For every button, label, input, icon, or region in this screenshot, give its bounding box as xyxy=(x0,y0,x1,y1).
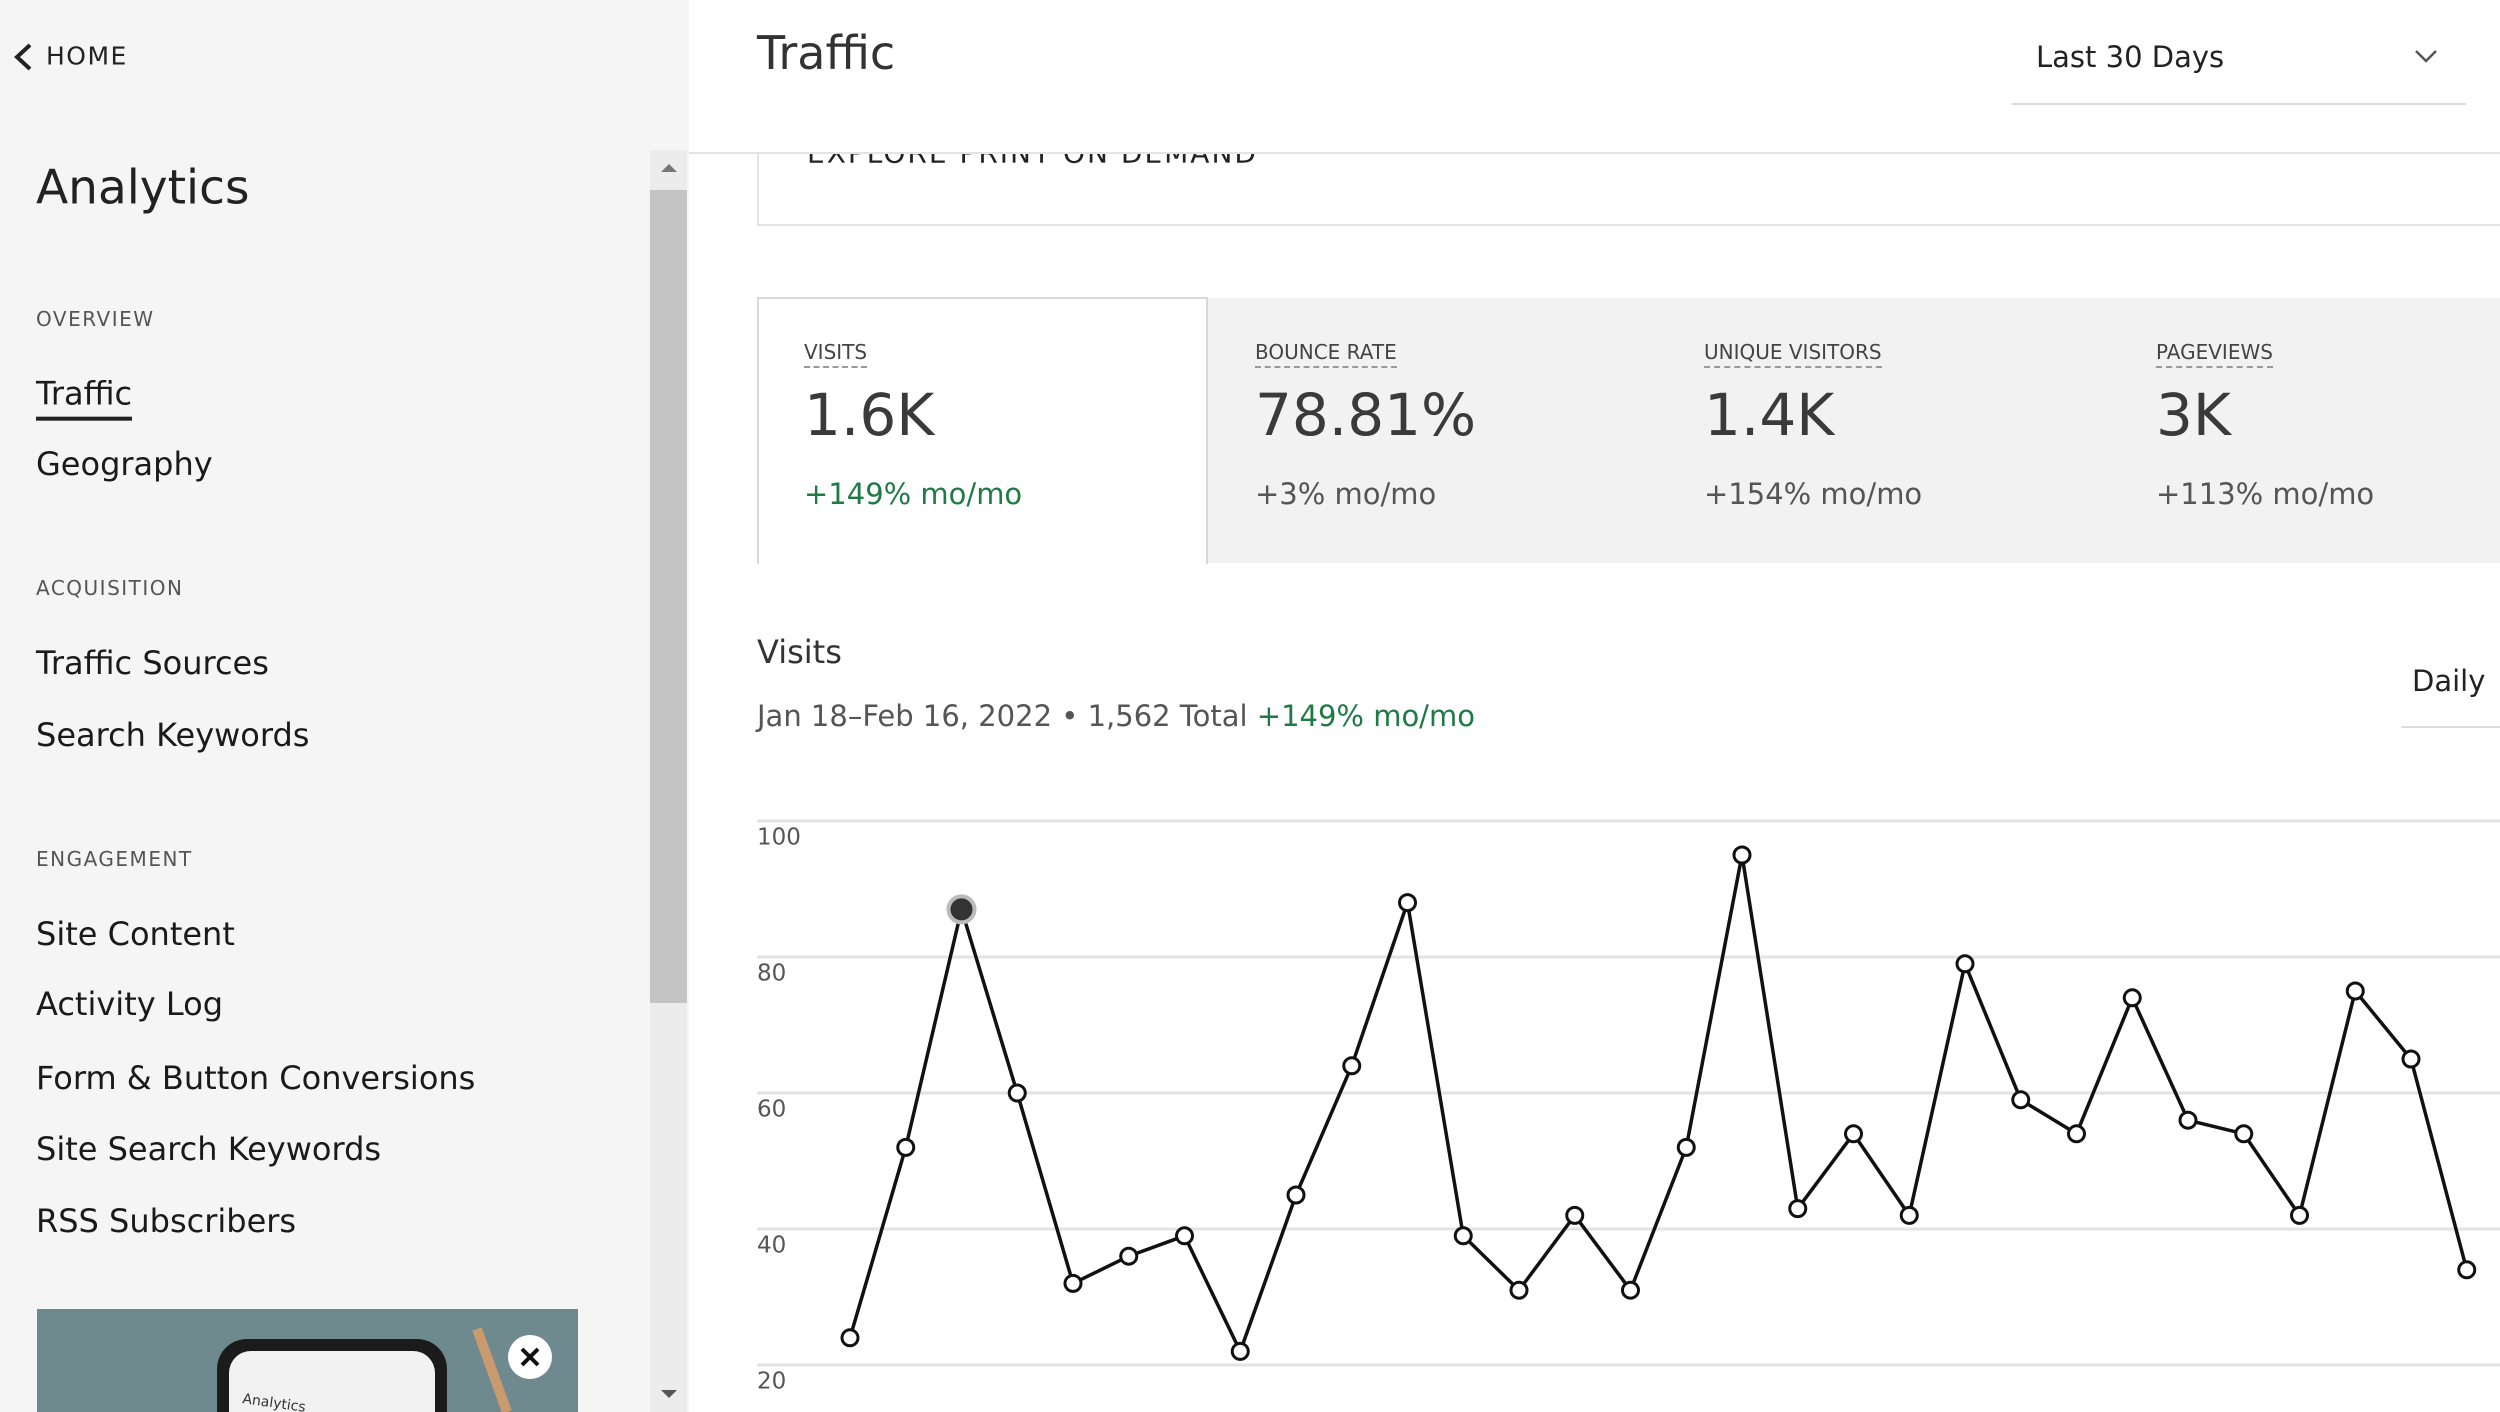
data-point xyxy=(840,1328,860,1348)
nav-item[interactable]: Site Search Keywords xyxy=(36,1130,382,1168)
y-tick-label: 20 xyxy=(757,1369,786,1395)
metric-tile-active[interactable] xyxy=(757,297,1208,564)
data-point xyxy=(2178,1110,2198,1130)
data-point xyxy=(1676,1137,1696,1157)
metric-change: +113% mo/mo xyxy=(2156,477,2375,511)
summary-change: +149% mo/mo xyxy=(1256,699,1475,733)
data-point xyxy=(2011,1090,2031,1110)
data-point xyxy=(2290,1205,2309,1225)
data-point xyxy=(1732,845,1752,865)
panel-title: Visits xyxy=(757,633,842,671)
data-point xyxy=(1788,1199,1808,1219)
metric-change: +3% mo/mo xyxy=(1255,477,1437,511)
promo-card: Analytics xyxy=(37,1309,578,1412)
data-point xyxy=(946,894,977,925)
nav-item[interactable]: Search Keywords xyxy=(36,716,310,754)
data-point xyxy=(1899,1205,1919,1225)
metric-change: +154% mo/mo xyxy=(1704,477,1923,511)
data-point xyxy=(2457,1260,2477,1280)
range-select[interactable]: Last 30 Days xyxy=(2036,40,2225,74)
data-point xyxy=(1007,1083,1027,1103)
data-point xyxy=(2067,1124,2086,1144)
page-title: Traffic xyxy=(757,26,896,80)
data-point xyxy=(1119,1246,1139,1266)
nav-item[interactable]: Site Content xyxy=(36,915,235,953)
nav-item[interactable]: RSS Subscribers xyxy=(36,1202,297,1240)
metric-change: +149% mo/mo xyxy=(804,477,1023,511)
panel-summary: Jan 18–Feb 16, 2022 • 1,562 Total +149% … xyxy=(757,699,1475,733)
metric-label: UNIQUE VISITORS xyxy=(1704,340,1882,368)
y-tick-label: 80 xyxy=(757,961,786,987)
data-point xyxy=(896,1137,916,1157)
data-point xyxy=(1453,1226,1473,1246)
data-point xyxy=(1844,1124,1863,1144)
data-point xyxy=(1509,1280,1529,1300)
data-point xyxy=(2122,988,2142,1008)
sidebar-title: Analytics xyxy=(36,160,250,216)
data-point xyxy=(1565,1205,1585,1225)
header xyxy=(689,0,2500,154)
data-point xyxy=(1955,954,1975,974)
back-link[interactable]: HOME xyxy=(46,41,128,71)
data-point xyxy=(2234,1124,2254,1144)
line xyxy=(848,853,2469,1354)
data-point xyxy=(1286,1185,1306,1205)
section-heading: ACQUISITION xyxy=(36,576,184,600)
metric-label: VISITS xyxy=(804,340,868,368)
metric-label: BOUNCE RATE xyxy=(1255,340,1397,368)
data-point xyxy=(1398,893,1417,913)
data-point xyxy=(1175,1226,1194,1246)
data-point xyxy=(2401,1049,2421,1069)
nav-item[interactable]: Form & Button Conversions xyxy=(36,1059,476,1097)
metric-value: 78.81% xyxy=(1255,381,1477,449)
interval-select[interactable]: Daily xyxy=(2412,664,2486,698)
metric-value: 1.6K xyxy=(804,381,935,449)
range-chevron[interactable] xyxy=(2413,48,2439,64)
section-heading: ENGAGEMENT xyxy=(36,847,193,871)
data-point xyxy=(1621,1280,1640,1300)
y-tick-label: 60 xyxy=(757,1097,786,1123)
section-heading: OVERVIEW xyxy=(36,307,155,331)
sidebar: HOME Analytics OVERVIEW Traffic Geograph… xyxy=(0,0,689,1412)
nav-item[interactable]: Traffic xyxy=(36,375,133,421)
scroll-down[interactable] xyxy=(659,1388,679,1400)
scrollbar[interactable] xyxy=(650,150,687,1412)
y-tick-label: 40 xyxy=(757,1233,786,1259)
metric-value: 3K xyxy=(2156,381,2231,449)
data-point xyxy=(2345,981,2365,1001)
interval-underline xyxy=(2401,726,2500,728)
scroll-thumb[interactable] xyxy=(650,190,687,1003)
back-icon[interactable] xyxy=(10,42,36,72)
scroll-up[interactable] xyxy=(659,162,679,174)
nav-item[interactable]: Activity Log xyxy=(36,985,223,1023)
metric-label: PAGEVIEWS xyxy=(2156,340,2273,368)
y-tick-label: 100 xyxy=(757,825,801,851)
range-underline xyxy=(2012,103,2466,105)
data-point xyxy=(1342,1056,1362,1076)
summary-text: Jan 18–Feb 16, 2022 • 1,562 Total xyxy=(757,699,1248,733)
data-point xyxy=(1230,1341,1250,1361)
nav-item[interactable]: Traffic Sources xyxy=(36,644,269,682)
data-point xyxy=(1063,1273,1083,1293)
metrics-bar xyxy=(1207,298,2500,563)
metric-value: 1.4K xyxy=(1704,381,1835,449)
nav-item[interactable]: Geography xyxy=(36,445,213,483)
